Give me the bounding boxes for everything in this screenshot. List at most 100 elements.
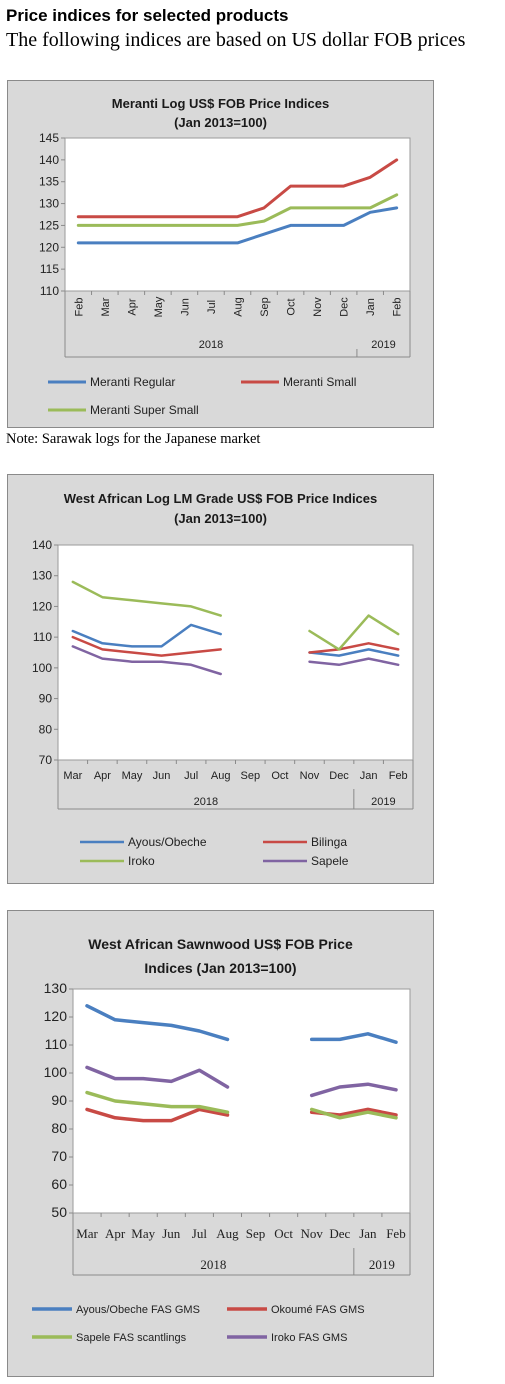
x-tick-label: Jun — [162, 1226, 181, 1241]
x-tick-label: Mar — [76, 1226, 98, 1241]
page-title: Price indices for selected products — [6, 6, 289, 25]
chart-svg: West African Log LM Grade US$ FOB Price … — [32, 491, 414, 868]
x-tick-label: Aug — [211, 770, 231, 782]
x-tick-label: Feb — [73, 298, 85, 317]
x-tick-label: Nov — [301, 1226, 324, 1241]
y-tick-label: 110 — [40, 284, 59, 298]
series-line — [308, 657, 400, 667]
year-label: 2019 — [369, 1257, 395, 1272]
x-tick-label: Mar — [100, 297, 112, 316]
x-tick-label: Nov — [312, 297, 324, 317]
series-bilinga — [71, 635, 400, 657]
legend-label: Sapele — [311, 854, 349, 868]
legend-label: Meranti Regular — [90, 375, 175, 389]
x-tick-label: Jan — [360, 770, 378, 782]
x-tick-label: May — [131, 1226, 155, 1241]
series-iroko-fas-gms — [85, 1065, 398, 1098]
x-tick-label: Feb — [386, 1226, 406, 1241]
chart-title: Meranti Log US$ FOB Price Indices — [112, 96, 329, 111]
legend-label: Meranti Small — [283, 375, 356, 389]
y-tick-label: 70 — [39, 753, 53, 767]
series-line — [71, 623, 222, 648]
y-tick-label: 90 — [39, 692, 53, 706]
y-tick-label: 145 — [39, 131, 59, 145]
x-tick-label: Jul — [192, 1226, 208, 1241]
x-tick-label: Feb — [389, 770, 408, 782]
series-ayous-obeche-fas-gms — [85, 1004, 398, 1044]
series-line — [309, 1082, 398, 1098]
y-tick-label: 130 — [44, 980, 68, 996]
year-label: 2018 — [199, 339, 223, 351]
series-line — [85, 1065, 230, 1089]
x-tick-label: Oct — [274, 1226, 293, 1241]
y-tick-label: 120 — [44, 1008, 68, 1024]
series-line — [85, 1004, 230, 1042]
legend-label: Sapele FAS scantlings — [76, 1332, 187, 1344]
x-tick-label: Sep — [241, 770, 261, 782]
y-tick-label: 80 — [39, 722, 53, 736]
y-tick-label: 110 — [45, 1036, 68, 1052]
x-tick-label: Jun — [153, 770, 171, 782]
series-line — [85, 1090, 230, 1114]
x-tick-label: Dec — [339, 297, 351, 317]
legend-label: Okoumé FAS GMS — [271, 1304, 365, 1316]
series-meranti-super-small — [76, 193, 399, 227]
legend-label: Meranti Super Small — [90, 403, 199, 417]
x-tick-label: Aug — [233, 297, 245, 317]
plot-area — [64, 137, 411, 292]
legend-label: Bilinga — [311, 835, 347, 849]
x-tick-label: Jul — [184, 770, 198, 782]
series-meranti-small — [76, 158, 399, 219]
y-tick-label: 90 — [51, 1092, 67, 1108]
y-tick-label: 120 — [32, 599, 52, 613]
series-iroko — [71, 580, 400, 651]
series-line — [71, 645, 222, 676]
y-tick-label: 130 — [32, 569, 52, 583]
y-tick-label: 80 — [51, 1120, 67, 1136]
series-line — [309, 1107, 398, 1120]
x-tick-label: Sep — [259, 297, 271, 317]
series-line — [71, 635, 222, 657]
x-tick-label: Apr — [126, 298, 138, 315]
y-tick-label: 125 — [39, 218, 59, 232]
x-tick-label: Apr — [105, 1226, 126, 1241]
chart-title: West African Log LM Grade US$ FOB Price … — [64, 491, 378, 506]
x-tick-label: Feb — [392, 298, 404, 317]
x-tick-label: Jul — [206, 300, 218, 314]
series-line — [308, 642, 400, 654]
series-line — [308, 648, 400, 657]
series-line — [76, 206, 399, 245]
series-line — [85, 1107, 230, 1123]
year-label: 2018 — [200, 1257, 226, 1272]
x-tick-label: May — [122, 770, 143, 782]
series-line — [308, 614, 400, 651]
chart-svg: West African Sawnwood US$ FOB Price Indic… — [32, 936, 411, 1344]
series-ayous-obeche — [71, 623, 400, 657]
series-meranti-regular — [76, 206, 399, 245]
x-tick-label: Dec — [329, 1226, 350, 1241]
chart-subtitle: (Jan 2013=100) — [174, 115, 267, 130]
x-tick-label: Jun — [179, 298, 191, 316]
y-tick-label: 110 — [33, 630, 52, 644]
y-tick-label: 70 — [51, 1148, 67, 1164]
y-tick-label: 140 — [32, 538, 52, 552]
x-tick-label: Mar — [63, 770, 82, 782]
x-tick-label: Oct — [271, 770, 288, 782]
chart-title: West African Sawnwood US$ FOB Price — [88, 936, 353, 952]
year-label: 2018 — [194, 796, 218, 808]
chart-note: Note: Sarawak logs for the Japanese mark… — [6, 431, 261, 447]
x-tick-label: Jan — [359, 1226, 377, 1241]
y-tick-label: 140 — [39, 153, 59, 167]
x-tick-label: Jan — [365, 298, 377, 316]
series-line — [71, 580, 222, 617]
year-label: 2019 — [371, 796, 395, 808]
y-tick-label: 115 — [40, 262, 59, 276]
x-tick-label: May — [153, 296, 165, 317]
x-tick-label: Nov — [300, 770, 320, 782]
chart-subtitle: (Jan 2013=100) — [174, 511, 267, 526]
chart-subtitle: Indices (Jan 2013=100) — [144, 960, 296, 976]
west-african-sawnwood-chart: West African Sawnwood US$ FOB Price Indic… — [7, 910, 434, 1377]
series-line — [76, 193, 399, 227]
series-line — [76, 158, 399, 219]
y-tick-label: 130 — [39, 197, 59, 211]
